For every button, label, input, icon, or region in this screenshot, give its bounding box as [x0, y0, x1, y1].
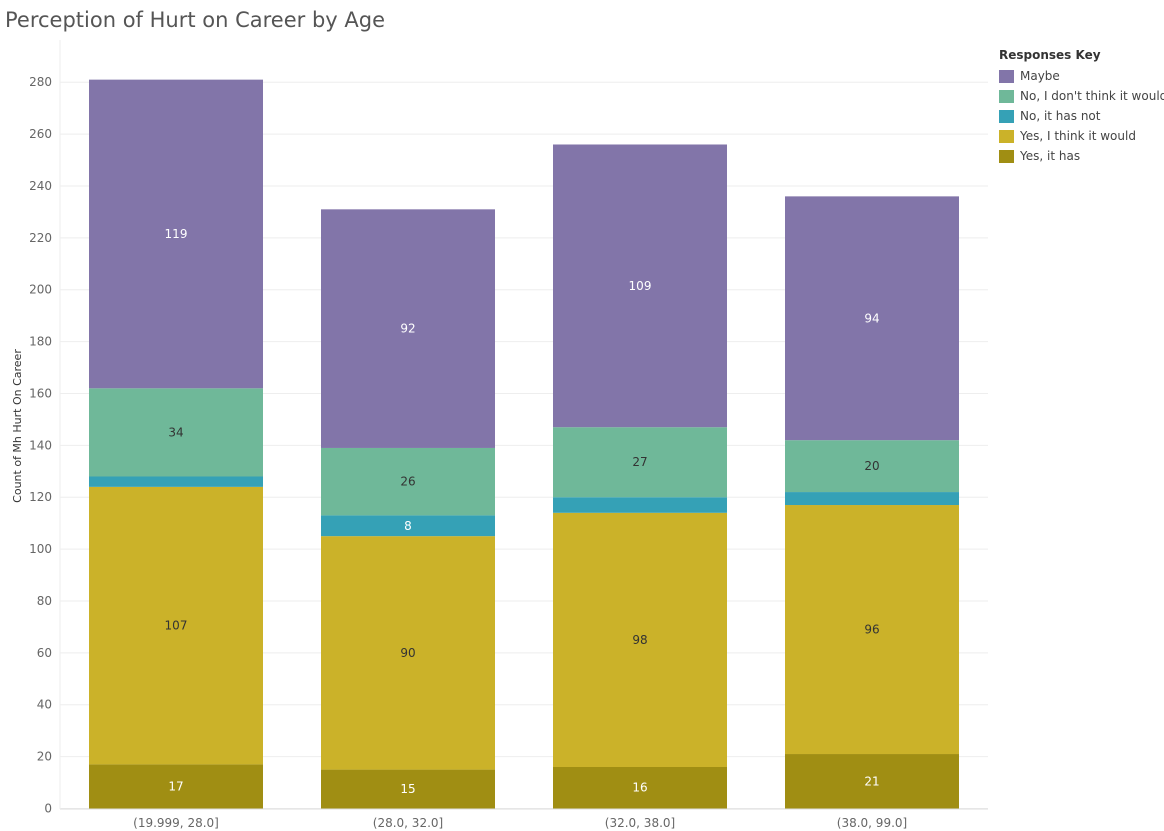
data-label: 94	[864, 311, 879, 325]
bar-segment	[785, 440, 959, 493]
y-tick-label: 80	[37, 594, 52, 608]
bar-stack: 16 98 27 109	[553, 144, 727, 809]
data-label: 98	[632, 633, 647, 647]
bar-segment	[553, 427, 727, 498]
y-tick-label: 140	[29, 438, 52, 452]
x-tick-label: (28.0, 32.0]	[373, 816, 443, 830]
y-tick-label: 280	[29, 75, 52, 89]
data-label: 15	[400, 782, 415, 796]
bar-segment	[785, 505, 959, 755]
bar-segment	[89, 486, 263, 765]
y-tick-label: 260	[29, 127, 52, 141]
legend-swatch	[999, 149, 1014, 163]
data-label: 8	[404, 519, 412, 533]
data-label: 16	[632, 781, 647, 795]
x-tick-label: (19.999, 28.0]	[133, 816, 219, 830]
bar-segment	[553, 766, 727, 809]
data-label: 96	[864, 623, 879, 637]
data-label: 107	[165, 619, 188, 633]
data-label: 92	[400, 322, 415, 336]
y-tick-label: 160	[29, 386, 52, 400]
bar-segment	[321, 536, 495, 770]
y-tick-label: 60	[37, 646, 52, 660]
y-tick-label: 20	[37, 750, 52, 764]
y-axis: 0 20 40 60 80 100 120 140 160 180 200 220 240 260 280	[29, 75, 52, 815]
data-label: 20	[864, 459, 879, 473]
bar-segment	[89, 388, 263, 477]
bar-segment	[321, 209, 495, 448]
y-tick-label: 100	[29, 542, 52, 556]
legend-item[interactable]: No, I don't think it would	[999, 86, 1164, 106]
legend-swatch	[999, 129, 1014, 143]
bar-segment	[321, 447, 495, 516]
bar-segment	[553, 512, 727, 767]
y-tick-label: 220	[29, 231, 52, 245]
legend-swatch	[999, 89, 1014, 103]
bar-segment	[785, 754, 959, 809]
bar-segment	[553, 497, 727, 513]
bar-stack: 17 107 34 119	[89, 79, 263, 809]
legend-item[interactable]: Yes, I think it would	[999, 126, 1164, 146]
legend-label: No, it has not	[1020, 109, 1101, 123]
legend-items: Maybe No, I don't think it would No, it ha…	[999, 66, 1164, 166]
bar-stack: 15 90 8 26 92	[321, 209, 495, 809]
y-tick-label: 180	[29, 335, 52, 349]
bar-stack: 21 96 20 94	[785, 196, 959, 809]
x-tick-label: (32.0, 38.0]	[605, 816, 675, 830]
y-tick-label: 200	[29, 283, 52, 297]
bars: 17 107 34 119 15 90 8 26 92 16 98 27 109 21 96 20 94	[89, 79, 959, 809]
y-tick-label: 240	[29, 179, 52, 193]
bar-segment	[553, 144, 727, 428]
bar-segment	[89, 79, 263, 389]
legend-label: Yes, it has	[1020, 149, 1081, 163]
bar-segment	[89, 476, 263, 487]
data-label: 21	[864, 774, 879, 788]
legend-swatch	[999, 69, 1014, 83]
legend-item[interactable]: Yes, it has	[999, 146, 1164, 166]
y-axis-label: Count of Mh Hurt On Career	[11, 349, 24, 503]
bar-segment	[321, 769, 495, 809]
data-label: 27	[632, 455, 647, 469]
bar-segment	[321, 515, 495, 537]
y-tick-label: 40	[37, 698, 52, 712]
data-label: 109	[629, 279, 652, 293]
bar-segment	[785, 492, 959, 506]
data-label: 34	[168, 425, 183, 439]
bar-segment	[785, 196, 959, 441]
legend: Responses Key Maybe No, I don't think it …	[999, 47, 1164, 166]
legend-label: No, I don't think it would	[1020, 89, 1164, 103]
chart-title: Perception of Hurt on Career by Age	[5, 8, 385, 32]
legend-label: Maybe	[1020, 69, 1060, 83]
legend-item[interactable]: Maybe	[999, 66, 1164, 86]
legend-label: Yes, I think it would	[1020, 129, 1136, 143]
legend-swatch	[999, 109, 1014, 123]
data-label: 119	[165, 227, 188, 241]
data-label: 26	[400, 475, 415, 489]
legend-item[interactable]: No, it has not	[999, 106, 1164, 126]
y-tick-label: 120	[29, 490, 52, 504]
data-label: 90	[400, 646, 415, 660]
y-tick-label: 0	[44, 802, 52, 816]
legend-title: Responses Key	[999, 48, 1101, 62]
x-axis: (19.999, 28.0] (28.0, 32.0] (32.0, 38.0] (3…	[133, 816, 907, 830]
bar-segment	[89, 764, 263, 809]
x-tick-label: (38.0, 99.0]	[837, 816, 907, 830]
data-label: 17	[168, 779, 183, 793]
